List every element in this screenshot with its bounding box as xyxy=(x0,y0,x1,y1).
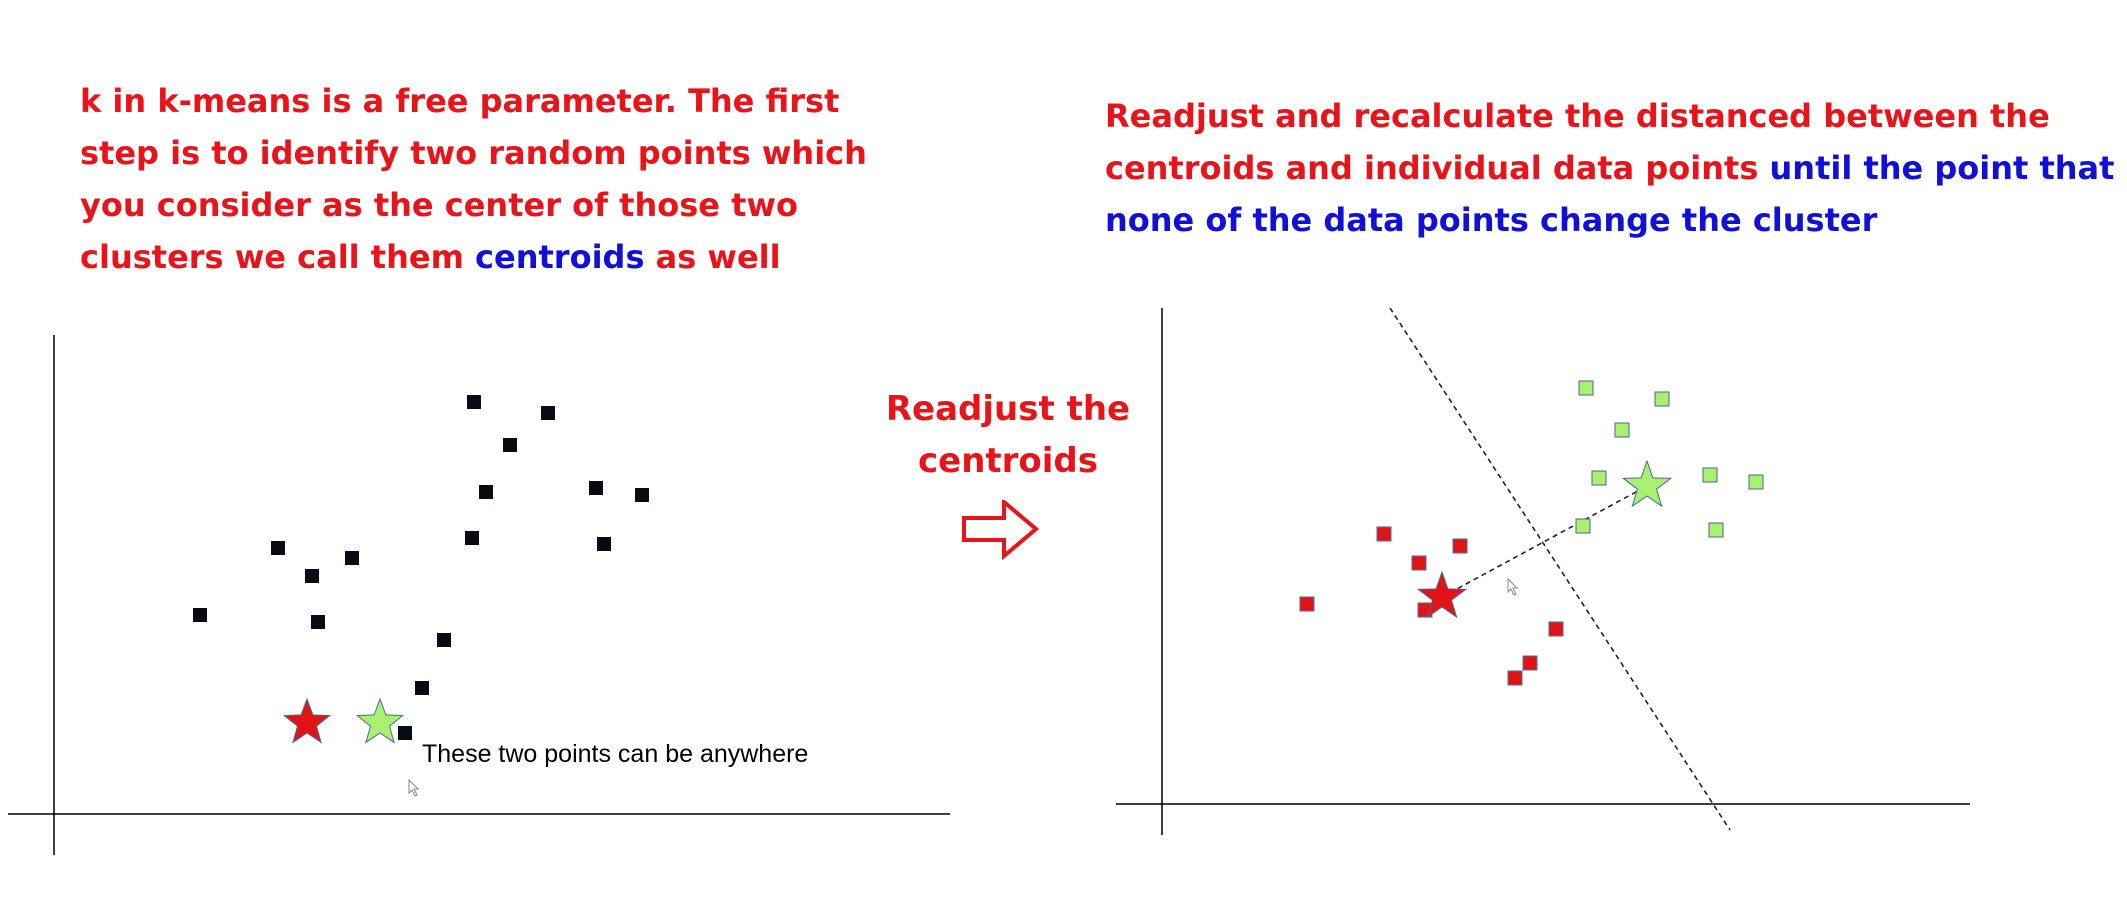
data-point xyxy=(467,395,481,409)
green-data-point xyxy=(1591,470,1607,486)
data-point xyxy=(311,615,325,629)
left-caption: k in k-means is a free parameter. The fi… xyxy=(80,75,880,283)
green-cluster-points xyxy=(1575,380,1764,538)
red-data-point xyxy=(1452,538,1468,554)
left-data-points xyxy=(193,395,649,740)
red-cluster-points xyxy=(1299,526,1564,686)
left-centroids xyxy=(282,697,405,744)
data-point xyxy=(479,485,493,499)
left-caption-blue: centroids xyxy=(475,238,645,276)
red-data-point xyxy=(1299,596,1315,612)
red-data-point xyxy=(1376,526,1392,542)
red-centroid-star xyxy=(282,697,332,744)
green-data-point xyxy=(1708,522,1724,538)
green-data-point xyxy=(1614,422,1630,438)
data-point xyxy=(503,438,517,452)
green-centroid-star xyxy=(355,697,405,744)
data-point xyxy=(541,406,555,420)
cursor-pointer-icon xyxy=(408,778,420,797)
green-data-point xyxy=(1578,380,1594,396)
right-centroids xyxy=(1416,459,1673,619)
green-data-point xyxy=(1702,467,1718,483)
data-point xyxy=(398,726,412,740)
green-data-point xyxy=(1654,391,1670,407)
data-point xyxy=(415,681,429,695)
green-centroid-star xyxy=(1621,459,1673,508)
data-point xyxy=(465,531,479,545)
right-caption: Readjust and recalculate the distanced b… xyxy=(1105,90,2127,246)
arrow-label: Readjust the centroids xyxy=(885,389,1131,481)
centroid-connector xyxy=(1441,485,1648,598)
data-point xyxy=(635,488,649,502)
red-data-point xyxy=(1507,670,1523,686)
green-data-point xyxy=(1575,518,1591,534)
red-data-point xyxy=(1522,655,1538,671)
red-data-point xyxy=(1548,621,1564,637)
left-caption-red-tail: as well xyxy=(655,238,781,276)
right-arrow-icon xyxy=(962,500,1040,560)
data-point xyxy=(305,569,319,583)
initial-scatter-plot xyxy=(8,335,950,855)
green-data-point xyxy=(1748,474,1764,490)
right-caption-red: Readjust and recalculate the distanced b… xyxy=(1105,97,2050,187)
centroid-annotation: These two points can be anywhere xyxy=(422,740,809,768)
data-point xyxy=(271,541,285,555)
data-point xyxy=(437,633,451,647)
data-point xyxy=(345,551,359,565)
clustered-scatter-plot xyxy=(1116,307,1970,835)
data-point xyxy=(193,608,207,622)
red-centroid-star xyxy=(1416,570,1468,619)
red-data-point xyxy=(1411,555,1427,571)
right-caption-blue: until the point that none of the data po… xyxy=(1105,149,2115,239)
data-point xyxy=(589,481,603,495)
data-point xyxy=(597,537,611,551)
cursor-pointer-icon xyxy=(1507,577,1519,596)
left-caption-red: k in k-means is a free parameter. The fi… xyxy=(80,82,867,276)
decision-boundary xyxy=(1389,307,1731,831)
